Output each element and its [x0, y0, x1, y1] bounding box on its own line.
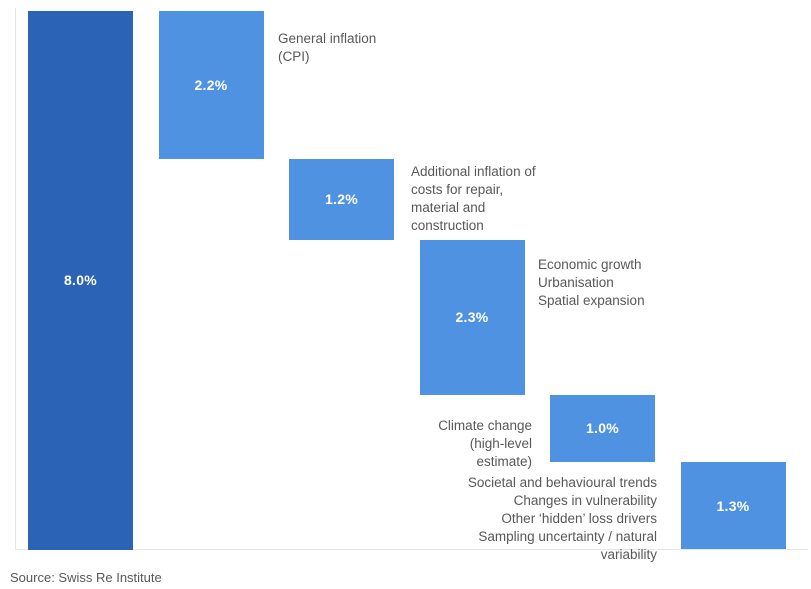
- waterfall-bar-5: 1.3%: [680, 461, 786, 550]
- annotation-line: (CPI): [278, 49, 310, 64]
- annotation-line: Additional inflation of: [411, 164, 536, 179]
- bar-annotation-5: Societal and behavioural trends Changes i…: [468, 474, 657, 564]
- annotation-line: Climate change: [438, 418, 532, 433]
- annotation-line: Urbanisation: [538, 275, 614, 290]
- y-axis-line: [15, 8, 16, 550]
- annotation-line: Other ‘hidden’ loss drivers: [501, 511, 657, 526]
- annotation-line: General inflation: [278, 31, 377, 46]
- waterfall-bar-1: 2.2%: [158, 11, 264, 160]
- annotation-line: variability: [600, 547, 657, 562]
- bar-value-label-4: 1.0%: [585, 420, 620, 437]
- bar-value-label-2: 1.2%: [324, 191, 359, 208]
- annotation-line: Spatial expansion: [538, 293, 645, 308]
- annotation-line: material and: [411, 200, 486, 215]
- bar-annotation-4: Climate change (high-level estimate): [438, 417, 532, 471]
- bar-value-label-5: 1.3%: [716, 497, 750, 514]
- annotation-line: costs for repair,: [411, 182, 504, 197]
- annotation-line: Changes in vulnerability: [513, 493, 657, 508]
- waterfall-bar-0: 8.0%: [28, 11, 133, 550]
- bar-value-label-0: 8.0%: [63, 272, 98, 289]
- annotation-line: (high-level: [469, 436, 532, 451]
- annotation-line: estimate): [476, 454, 532, 469]
- waterfall-bar-3: 2.3%: [419, 239, 525, 395]
- source-note: Source: Swiss Re Institute: [10, 570, 162, 585]
- bar-annotation-3: Economic growth Urbanisation Spatial expan…: [538, 256, 645, 310]
- annotation-line: Societal and behavioural trends: [467, 475, 657, 490]
- annotation-line: construction: [411, 218, 484, 233]
- waterfall-bar-4: 1.0%: [550, 394, 655, 462]
- annotation-line: Sampling uncertainty / natural: [478, 529, 657, 544]
- x-axis-baseline: [15, 549, 808, 550]
- bar-annotation-2: Additional inflation of costs for repair,…: [411, 163, 536, 235]
- bar-value-label-1: 2.2%: [194, 77, 228, 94]
- waterfall-bar-2: 1.2%: [289, 159, 394, 240]
- bar-annotation-1: General inflation (CPI): [278, 30, 376, 66]
- annotation-line: Economic growth: [538, 257, 642, 272]
- bar-value-label-3: 2.3%: [455, 309, 489, 326]
